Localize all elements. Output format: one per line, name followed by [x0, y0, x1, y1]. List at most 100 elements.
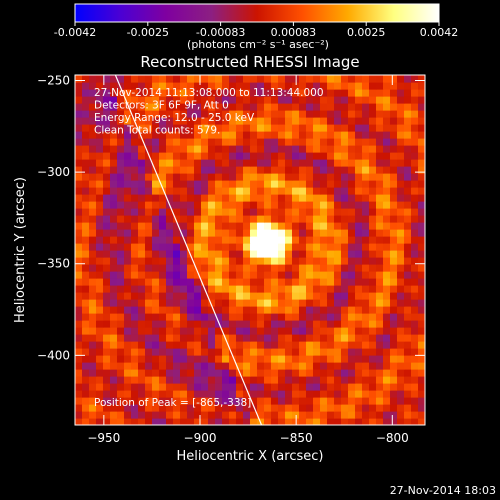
heatmap-cell: [138, 187, 146, 195]
heatmap-cell: [250, 369, 258, 377]
heatmap-cell: [124, 138, 132, 146]
heatmap-cell: [250, 383, 258, 391]
heatmap-cell: [257, 285, 265, 293]
heatmap-cell: [75, 404, 83, 412]
heatmap-cell: [404, 236, 412, 244]
heatmap-cell: [348, 243, 356, 251]
heatmap-cell: [355, 152, 363, 160]
heatmap-cell: [138, 103, 146, 111]
heatmap-cell: [257, 278, 265, 286]
heatmap-cell: [271, 334, 279, 342]
heatmap-cell: [145, 306, 153, 314]
heatmap-cell: [250, 187, 258, 195]
heatmap-cell: [173, 173, 181, 181]
heatmap-cell: [194, 131, 202, 139]
heatmap-cell: [250, 208, 258, 216]
heatmap-cell: [334, 173, 342, 181]
heatmap-cell: [103, 103, 111, 111]
heatmap-cell: [271, 327, 279, 335]
heatmap-cell: [264, 103, 272, 111]
heatmap-cell: [236, 390, 244, 398]
heatmap-cell: [271, 159, 279, 167]
heatmap-cell: [201, 299, 209, 307]
heatmap-cell: [208, 299, 216, 307]
heatmap-cell: [404, 222, 412, 230]
heatmap-cell: [355, 369, 363, 377]
heatmap-cell: [208, 404, 216, 412]
heatmap-cell: [390, 397, 398, 405]
heatmap-cell: [369, 75, 377, 83]
heatmap-cell: [355, 418, 363, 425]
heatmap-cell: [313, 376, 321, 384]
heatmap-cell: [299, 278, 307, 286]
heatmap-cell: [82, 201, 90, 209]
heatmap-cell: [159, 327, 167, 335]
heatmap-cell: [313, 292, 321, 300]
heatmap-cell: [222, 229, 230, 237]
heatmap-cell: [96, 369, 104, 377]
heatmap-cell: [117, 110, 125, 118]
heatmap-cell: [285, 236, 293, 244]
heatmap-cell: [75, 145, 83, 153]
heatmap-cell: [397, 376, 405, 384]
heatmap-cell: [348, 404, 356, 412]
heatmap-cell: [117, 334, 125, 342]
heatmap-cell: [369, 411, 377, 419]
heatmap-cell: [110, 369, 118, 377]
heatmap-cell: [299, 145, 307, 153]
heatmap-cell: [173, 334, 181, 342]
heatmap-cell: [222, 110, 230, 118]
heatmap-cell: [187, 411, 195, 419]
heatmap-cell: [243, 131, 251, 139]
heatmap-cell: [355, 180, 363, 188]
heatmap-cell: [264, 334, 272, 342]
heatmap-cell: [145, 313, 153, 321]
heatmap-cell: [96, 138, 104, 146]
colorbar-tick-label: 0.0025: [347, 26, 386, 39]
heatmap-cell: [222, 89, 230, 97]
heatmap-cell: [376, 180, 384, 188]
heatmap-cell: [306, 75, 314, 83]
heatmap-cell: [145, 138, 153, 146]
heatmap-cell: [208, 208, 216, 216]
heatmap-cell: [124, 292, 132, 300]
heatmap-cell: [334, 138, 342, 146]
heatmap-cell: [180, 341, 188, 349]
heatmap-cell: [117, 383, 125, 391]
heatmap-cell: [110, 159, 118, 167]
heatmap-cell: [166, 278, 174, 286]
heatmap-cell: [271, 341, 279, 349]
heatmap-cell: [236, 117, 244, 125]
heatmap-cell: [411, 215, 419, 223]
heatmap-cell: [243, 334, 251, 342]
heatmap-cell: [138, 180, 146, 188]
heatmap-cell: [397, 390, 405, 398]
heatmap-cell: [341, 355, 349, 363]
heatmap-cell: [264, 313, 272, 321]
heatmap-cell: [131, 383, 139, 391]
heatmap-cell: [369, 96, 377, 104]
heatmap-cell: [166, 75, 174, 83]
heatmap-cell: [250, 194, 258, 202]
heatmap-cell: [355, 383, 363, 391]
heatmap-cell: [257, 411, 265, 419]
heatmap-cell: [355, 404, 363, 412]
heatmap-cell: [383, 278, 391, 286]
heatmap-cell: [110, 89, 118, 97]
heatmap-cell: [313, 166, 321, 174]
heatmap-cell: [131, 166, 139, 174]
heatmap-cell: [96, 75, 104, 83]
heatmap-cell: [236, 306, 244, 314]
heatmap-cell: [320, 166, 328, 174]
heatmap-cell: [187, 376, 195, 384]
heatmap-cell: [313, 222, 321, 230]
heatmap-cell: [397, 75, 405, 83]
heatmap-cell: [285, 187, 293, 195]
heatmap-cell: [138, 278, 146, 286]
heatmap-cell: [89, 201, 97, 209]
heatmap-cell: [110, 376, 118, 384]
heatmap-cell: [362, 82, 370, 90]
heatmap-cell: [271, 89, 279, 97]
heatmap-cell: [376, 124, 384, 132]
heatmap-cell: [404, 103, 412, 111]
